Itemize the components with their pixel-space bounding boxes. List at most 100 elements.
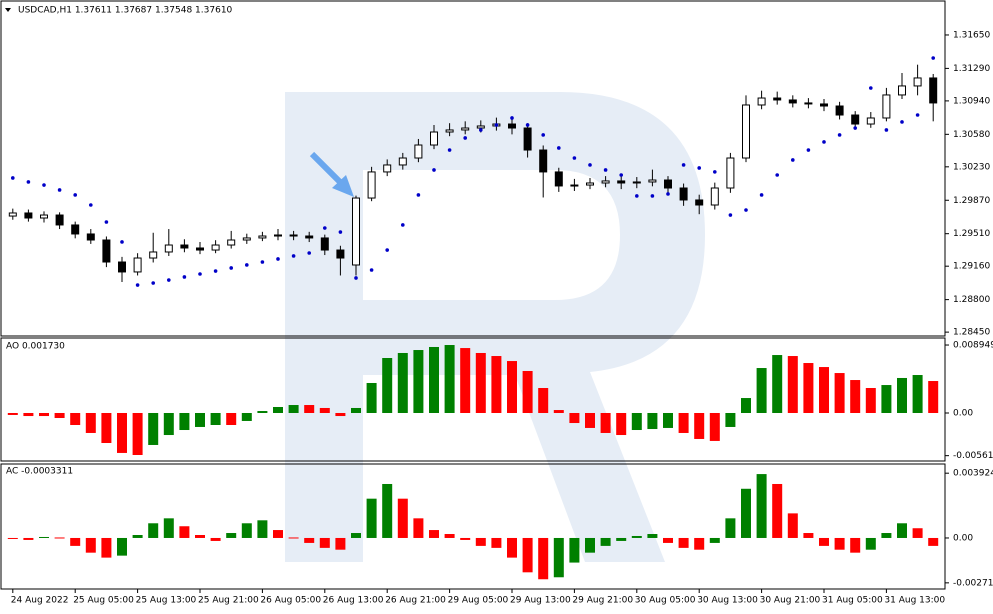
histogram-bar (366, 498, 377, 538)
candle-body (929, 77, 938, 104)
candle-body (664, 179, 672, 189)
watermark-stem (285, 92, 363, 562)
histogram-bar (23, 412, 34, 417)
sar-dot (806, 148, 811, 152)
sar-dot (884, 128, 889, 132)
histogram-bar (257, 411, 268, 413)
histogram-bar (54, 537, 65, 539)
histogram-bar (585, 537, 595, 553)
candle-body (242, 237, 251, 241)
histogram-bar (210, 537, 221, 541)
candle-body (430, 131, 438, 146)
candle-body (461, 127, 470, 131)
candle-body (648, 179, 657, 183)
candle-body (601, 180, 610, 184)
histogram-bar (226, 533, 237, 538)
histogram-bar (756, 368, 767, 413)
sar-dot (650, 194, 655, 198)
sar-dot (167, 278, 171, 282)
histogram-bar (928, 381, 939, 413)
y-tick-label: 0.008949 (953, 341, 993, 351)
histogram-bar (163, 518, 174, 538)
sar-dot (572, 156, 577, 160)
x-tick-label: 24 Aug 2022 (11, 596, 69, 606)
y-tick-label: 0.00 (953, 408, 973, 418)
histogram-bar (413, 518, 424, 538)
histogram-bar (491, 537, 502, 548)
histogram-bar (23, 537, 34, 540)
histogram-bar (819, 367, 829, 413)
histogram-bar (148, 523, 159, 538)
histogram-bar (304, 537, 315, 543)
sar-dot (245, 263, 249, 267)
candle-body (196, 247, 204, 251)
histogram-bar (928, 537, 939, 546)
histogram-bar (429, 530, 439, 538)
sar-dot (260, 260, 265, 264)
sar-dot (479, 128, 483, 132)
candle-body (320, 237, 329, 251)
histogram-bar (335, 412, 346, 417)
watermark-bowl (363, 92, 705, 562)
candle-body (211, 244, 220, 251)
histogram-bar (460, 537, 471, 540)
histogram-bar (850, 380, 861, 413)
x-tick-label: 31 Aug 13:00 (884, 596, 945, 606)
sar-dot (931, 56, 935, 60)
y-tick-label: 0.003924 (953, 469, 993, 479)
histogram-bar (491, 356, 502, 413)
x-tick-label: 26 Aug 21:00 (385, 596, 446, 606)
histogram-bar (132, 412, 143, 455)
candle-body (102, 239, 111, 263)
histogram-bar (553, 410, 564, 413)
candle-body (898, 85, 906, 96)
candle-body (632, 181, 641, 184)
x-tick-label: 31 Aug 05:00 (822, 596, 883, 606)
histogram-bar (163, 412, 174, 436)
histogram-bar (444, 534, 455, 538)
x-tick-label: 29 Aug 13:00 (510, 596, 571, 606)
candle-body (398, 157, 407, 166)
menu-triangle (5, 8, 11, 12)
sar-dot (104, 220, 109, 224)
candle-body (352, 197, 360, 266)
histogram-bar (865, 388, 876, 413)
sar-dot (229, 266, 233, 270)
histogram-bar (631, 412, 642, 431)
candle-body (570, 184, 579, 187)
ao-panel (0, 337, 946, 462)
sar-dot (759, 193, 764, 197)
candle-body (227, 239, 236, 246)
histogram-bar (756, 474, 767, 538)
candle-body (55, 214, 64, 226)
candle-body (726, 157, 735, 189)
histogram-bar (787, 356, 798, 413)
x-tick-label: 30 Aug 05:00 (635, 596, 696, 606)
histogram-bar (850, 537, 861, 553)
candle-body (788, 99, 797, 104)
candle-body (445, 129, 454, 133)
candle-body (86, 233, 95, 241)
histogram-bar (725, 518, 736, 538)
y-tick-label: 1.28450 (953, 328, 990, 338)
histogram-bar (616, 412, 627, 436)
histogram-bar (273, 406, 283, 413)
sar-dot (276, 257, 280, 261)
histogram-bar (351, 407, 361, 413)
sar-dot (354, 276, 358, 280)
histogram-bar (257, 520, 268, 538)
candle-body (679, 187, 688, 201)
candle-body (835, 105, 844, 116)
histogram-bar (897, 523, 907, 538)
candle-body (258, 235, 267, 239)
histogram-bar (616, 537, 627, 541)
histogram-bar (865, 537, 876, 550)
sar-dot (557, 146, 561, 150)
sar-dot (369, 268, 374, 272)
sar-dot (182, 275, 187, 279)
histogram-bar (366, 382, 377, 413)
histogram-bar (787, 513, 798, 538)
histogram-bar (881, 533, 892, 538)
sar-dot (775, 173, 779, 177)
candle-body (913, 77, 922, 87)
